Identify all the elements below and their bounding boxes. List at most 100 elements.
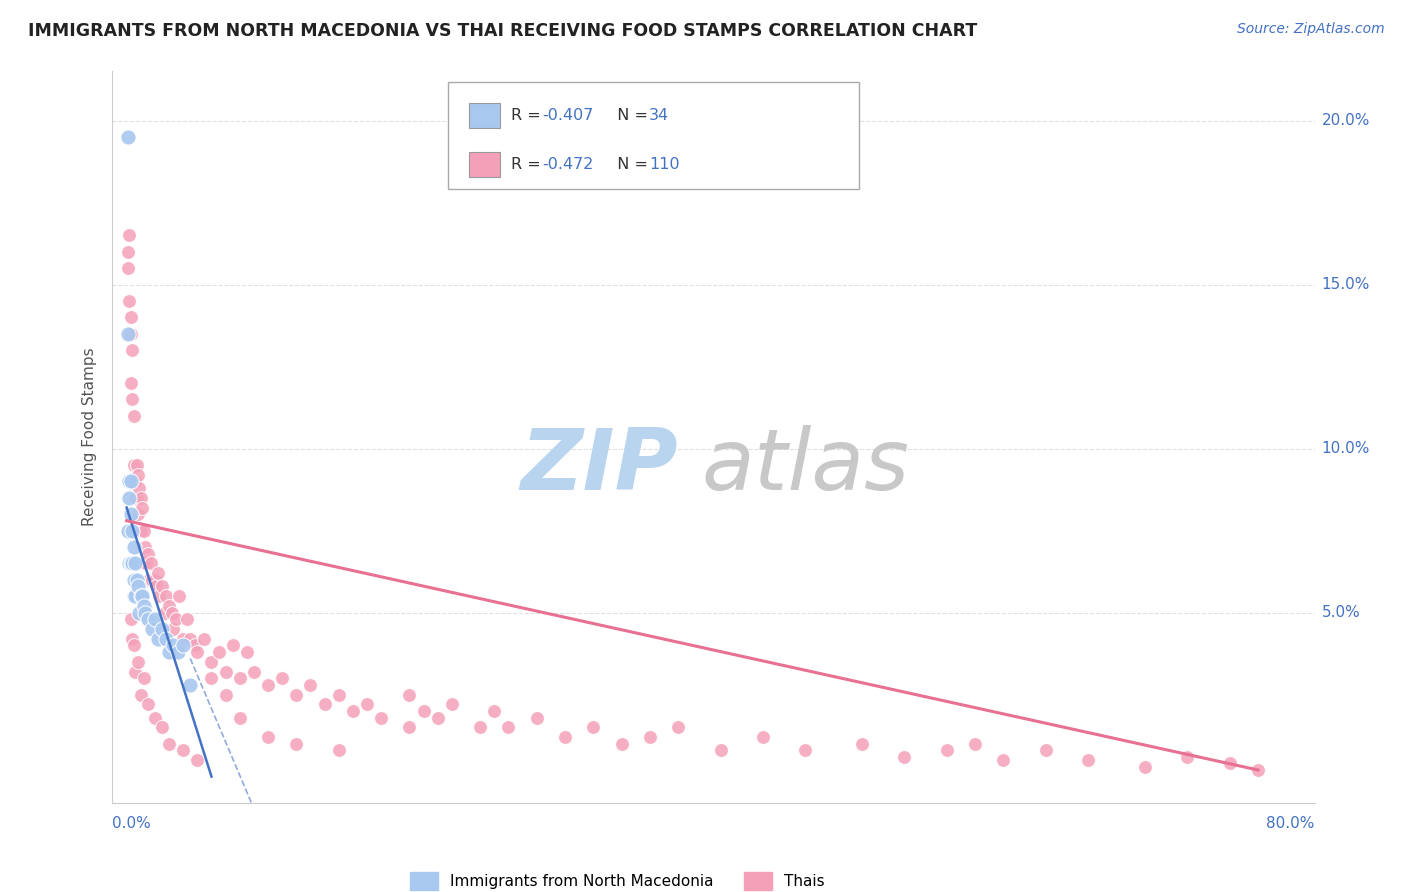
Point xyxy=(121,524,143,538)
Point xyxy=(229,710,252,724)
Point xyxy=(710,743,733,757)
Point xyxy=(484,704,506,718)
Point xyxy=(122,589,145,603)
Point xyxy=(117,244,139,259)
Point xyxy=(132,557,155,571)
Point xyxy=(412,704,434,718)
Point xyxy=(120,612,142,626)
Point xyxy=(993,753,1015,767)
Legend: Immigrants from North Macedonia, Thais: Immigrants from North Macedonia, Thais xyxy=(411,871,824,890)
Point xyxy=(120,507,142,521)
Point xyxy=(136,612,159,626)
Text: 110: 110 xyxy=(650,158,679,172)
Point xyxy=(257,730,280,744)
Point xyxy=(398,720,420,734)
Point xyxy=(121,343,143,358)
Point xyxy=(426,710,449,724)
Point xyxy=(127,655,149,669)
Point xyxy=(118,557,141,571)
Point xyxy=(143,612,166,626)
Point xyxy=(124,491,146,505)
Text: 34: 34 xyxy=(650,108,669,123)
Point xyxy=(1133,760,1156,774)
Point xyxy=(131,500,153,515)
Text: 80.0%: 80.0% xyxy=(1267,816,1315,831)
Point xyxy=(162,638,184,652)
Y-axis label: Receiving Food Stamps: Receiving Food Stamps xyxy=(82,348,97,526)
Point xyxy=(498,720,520,734)
Point xyxy=(200,655,222,669)
Text: ZIP: ZIP xyxy=(520,425,678,508)
Point xyxy=(122,409,145,423)
Point xyxy=(120,310,142,325)
Text: -0.472: -0.472 xyxy=(543,158,593,172)
Point xyxy=(1175,750,1198,764)
Point xyxy=(285,737,308,751)
Point xyxy=(200,671,222,685)
Point xyxy=(121,632,143,646)
Text: -0.407: -0.407 xyxy=(543,108,593,123)
Point xyxy=(117,524,139,538)
Point xyxy=(150,720,173,734)
Point xyxy=(118,293,141,308)
Point xyxy=(440,698,463,712)
Point xyxy=(398,688,420,702)
Point xyxy=(129,688,152,702)
Point xyxy=(794,743,817,757)
Point xyxy=(122,638,145,652)
Point xyxy=(127,579,149,593)
Text: atlas: atlas xyxy=(702,425,910,508)
Point xyxy=(155,589,177,603)
Point xyxy=(299,678,322,692)
Point xyxy=(150,622,173,636)
Point xyxy=(236,645,259,659)
Point xyxy=(128,606,150,620)
Point xyxy=(132,599,155,613)
Point xyxy=(136,547,159,561)
Point xyxy=(172,638,194,652)
Point xyxy=(121,557,143,571)
Point xyxy=(1077,753,1099,767)
Point xyxy=(638,730,661,744)
Point xyxy=(124,557,146,571)
Point xyxy=(139,557,162,571)
Point xyxy=(1247,763,1270,777)
Point xyxy=(129,524,152,538)
Point xyxy=(121,392,143,407)
Point xyxy=(134,540,156,554)
Text: 20.0%: 20.0% xyxy=(1322,113,1369,128)
Text: Source: ZipAtlas.com: Source: ZipAtlas.com xyxy=(1237,22,1385,37)
Point xyxy=(120,326,142,341)
Point xyxy=(222,638,245,652)
Point xyxy=(129,589,152,603)
Text: R =: R = xyxy=(512,108,546,123)
Point xyxy=(207,645,229,659)
Text: 0.0%: 0.0% xyxy=(112,816,152,831)
Text: N =: N = xyxy=(607,108,652,123)
Text: R =: R = xyxy=(512,158,546,172)
Point xyxy=(752,730,775,744)
Point xyxy=(935,743,957,757)
Point xyxy=(138,573,160,587)
Point xyxy=(356,698,378,712)
Point xyxy=(193,632,215,646)
Text: 10.0%: 10.0% xyxy=(1322,441,1369,456)
Point xyxy=(157,737,180,751)
Point xyxy=(1219,756,1241,771)
Point xyxy=(117,261,139,276)
Point xyxy=(129,491,152,505)
Point xyxy=(131,589,153,603)
Text: 5.0%: 5.0% xyxy=(1322,605,1361,620)
Point xyxy=(128,481,150,495)
Point xyxy=(157,645,180,659)
Point xyxy=(172,632,194,646)
Point xyxy=(146,566,169,581)
Point xyxy=(143,573,166,587)
Point xyxy=(125,491,148,505)
Point xyxy=(122,573,145,587)
Point xyxy=(124,589,146,603)
Point xyxy=(179,678,201,692)
Point xyxy=(229,671,252,685)
Point xyxy=(153,606,176,620)
Point xyxy=(186,753,208,767)
